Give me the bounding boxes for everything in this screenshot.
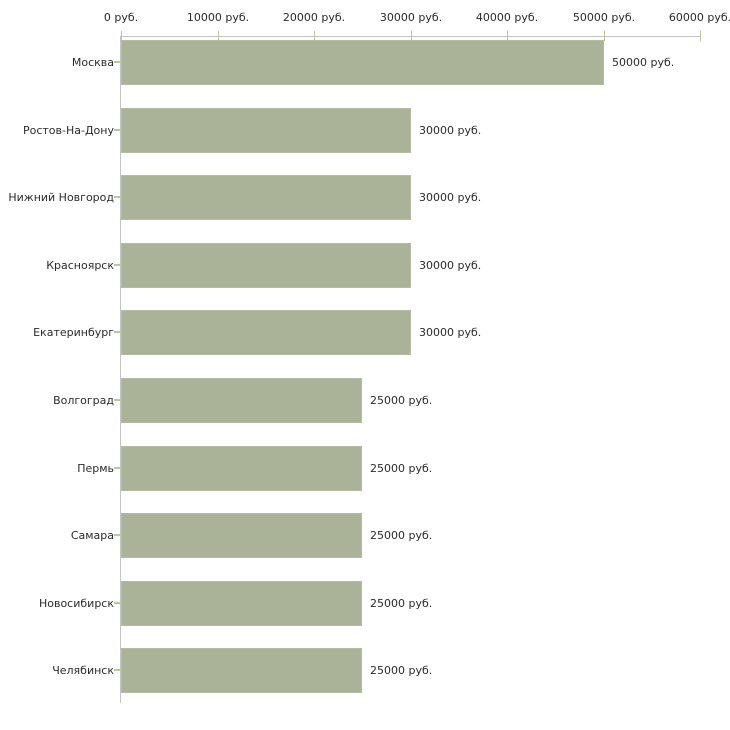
bar	[121, 648, 362, 693]
bar	[121, 310, 411, 355]
category-label: Челябинск	[52, 664, 114, 677]
x-axis-tick-label: 20000 руб.	[282, 11, 346, 24]
value-label: 25000 руб.	[370, 664, 433, 677]
bar	[121, 175, 411, 220]
value-label: 25000 руб.	[370, 394, 433, 407]
category-label: Красноярск	[46, 259, 114, 272]
bar	[121, 108, 411, 153]
category-label: Москва	[71, 56, 114, 69]
x-axis-tick	[218, 31, 219, 41]
x-axis-tick-label: 10000 руб.	[186, 11, 250, 24]
bar	[121, 513, 362, 558]
x-axis-tick	[121, 31, 122, 41]
y-axis-tick	[114, 669, 121, 671]
bar	[121, 243, 411, 288]
y-axis-tick	[114, 129, 121, 131]
y-axis-tick	[114, 196, 121, 198]
value-label: 30000 руб.	[419, 124, 482, 137]
x-axis-tick-label: 50000 руб.	[572, 11, 636, 24]
category-label: Волгоград	[53, 394, 114, 407]
x-axis-tick	[314, 31, 315, 41]
y-axis-line	[120, 36, 121, 703]
x-axis-tick	[700, 31, 701, 41]
value-label: 50000 руб.	[612, 56, 675, 69]
x-axis-tick-label: 40000 руб.	[475, 11, 539, 24]
y-axis-tick	[114, 331, 121, 333]
value-label: 25000 руб.	[370, 462, 433, 475]
value-label: 30000 руб.	[419, 326, 482, 339]
x-axis-tick	[604, 31, 605, 41]
bar	[121, 378, 362, 423]
x-axis-line	[121, 36, 700, 37]
value-label: 25000 руб.	[370, 529, 433, 542]
y-axis-tick	[114, 399, 121, 401]
y-axis-tick	[114, 467, 121, 469]
value-label: 30000 руб.	[419, 191, 482, 204]
category-label: Ростов-На-Дону	[22, 124, 114, 137]
bar	[121, 581, 362, 626]
category-label: Екатеринбург	[33, 326, 114, 339]
x-axis-tick-label: 30000 руб.	[379, 11, 443, 24]
y-axis-tick	[114, 534, 121, 536]
category-label: Новосибирск	[38, 597, 114, 610]
x-axis-tick	[507, 31, 508, 41]
value-label: 25000 руб.	[370, 597, 433, 610]
category-label: Самара	[70, 529, 114, 542]
bar	[121, 446, 362, 491]
bar	[121, 40, 604, 85]
category-label: Пермь	[77, 462, 114, 475]
x-axis-tick-label: 0 руб.	[103, 11, 139, 24]
y-axis-tick	[114, 264, 121, 266]
y-axis-tick	[114, 61, 121, 63]
x-axis-tick	[411, 31, 412, 41]
value-label: 30000 руб.	[419, 259, 482, 272]
category-label: Нижний Новгород	[8, 191, 114, 204]
x-axis-tick-label: 60000 руб.	[668, 11, 730, 24]
y-axis-tick	[114, 602, 121, 604]
